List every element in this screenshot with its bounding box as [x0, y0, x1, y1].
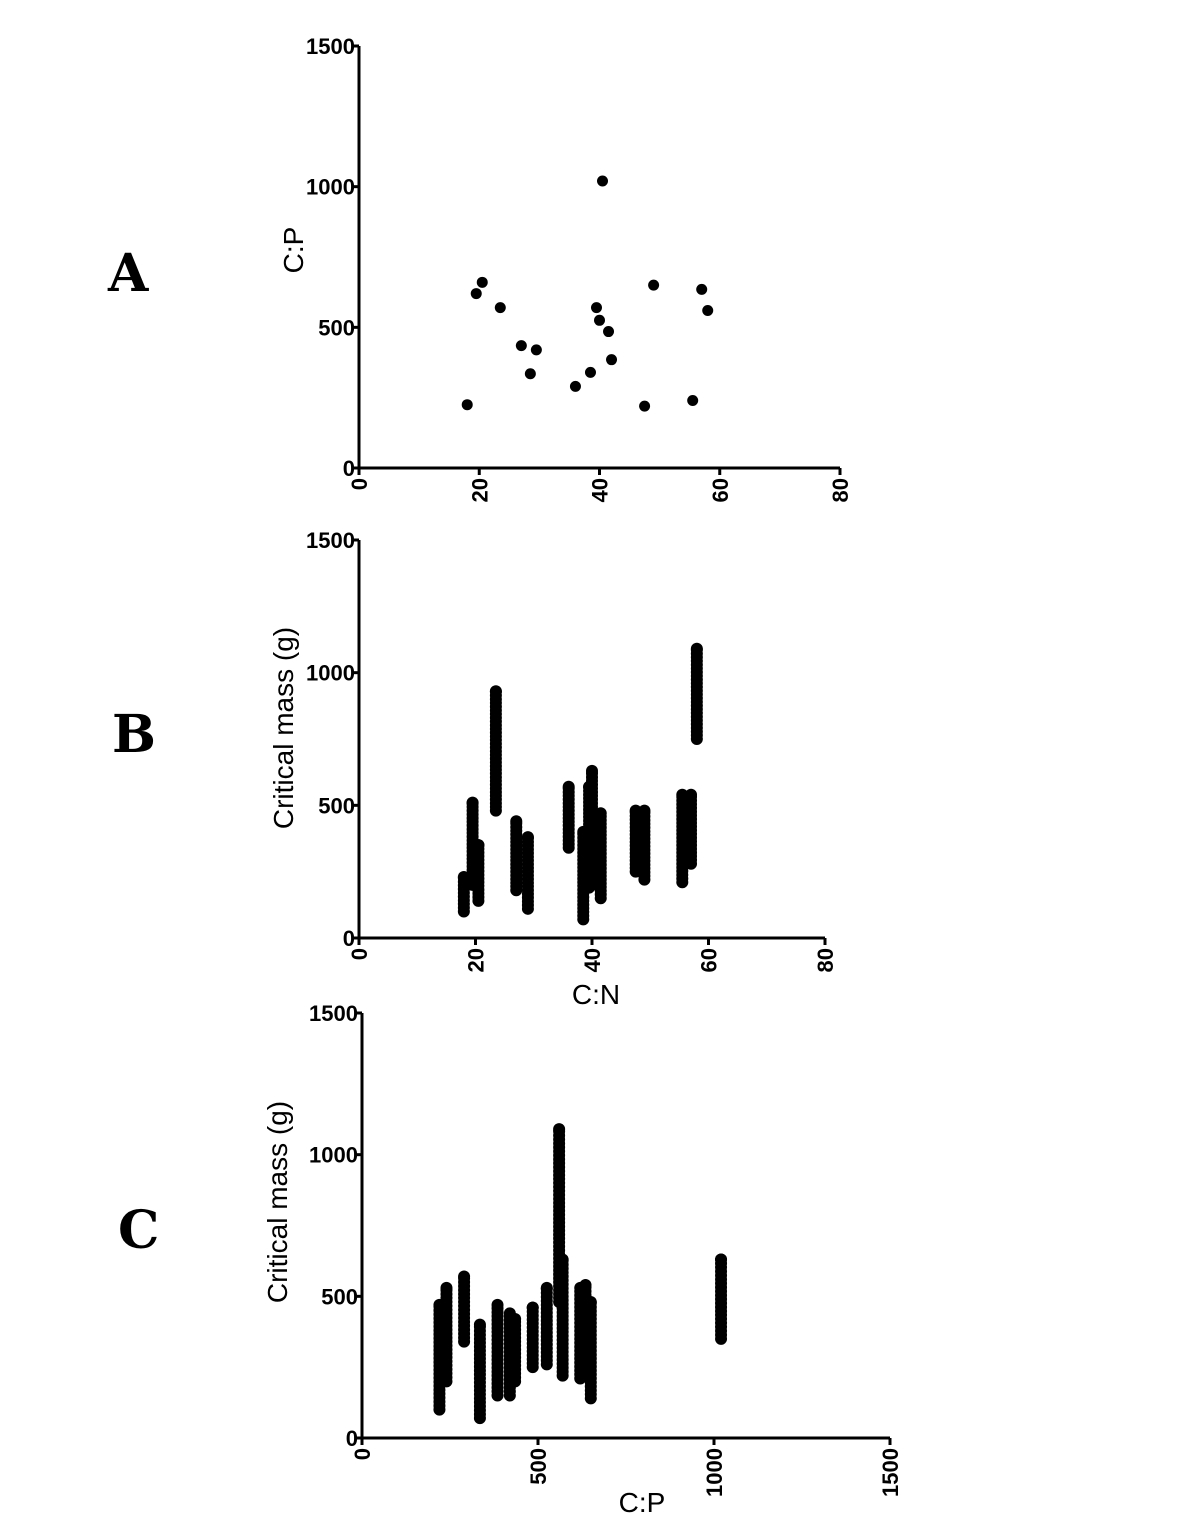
data-point [489, 685, 502, 698]
data-point [603, 326, 615, 338]
x-tick-label: 0 [350, 1448, 375, 1460]
data-point [440, 1281, 453, 1294]
data-point [639, 400, 651, 412]
x-tick-label: 20 [464, 948, 489, 972]
x-tick-label: 500 [526, 1448, 551, 1485]
data-point [526, 1301, 539, 1314]
data-point [494, 302, 506, 314]
x-tick-label: 0 [347, 478, 372, 490]
y-tick-label: 1000 [306, 661, 355, 686]
data-point [553, 1123, 566, 1136]
data-point [473, 1318, 486, 1331]
data-point [638, 804, 651, 817]
x-tick-label: 0 [347, 948, 372, 960]
y-tick-label: 500 [321, 1284, 358, 1309]
data-point [530, 344, 542, 356]
x-tick-label: 20 [467, 478, 492, 502]
panel-letter-c: C [118, 1200, 159, 1261]
data-point [685, 788, 698, 801]
y-tick-label: 0 [346, 1426, 358, 1451]
data-point [584, 366, 596, 378]
data-point [696, 283, 708, 295]
data-point [569, 380, 581, 392]
data-point [524, 368, 536, 380]
data-point [590, 302, 602, 314]
x-tick-label: 60 [708, 478, 733, 502]
data-point [466, 796, 479, 809]
y-axis-title: C:P [278, 227, 309, 274]
data-point [556, 1253, 569, 1266]
y-tick-label: 0 [343, 456, 355, 481]
data-point [562, 780, 575, 793]
data-point [461, 399, 473, 411]
y-tick-label: 1000 [306, 175, 355, 200]
data-point [491, 1298, 504, 1311]
data-point [540, 1281, 553, 1294]
data-point [594, 807, 607, 820]
x-tick-label: 40 [580, 948, 605, 972]
y-tick-label: 0 [343, 926, 355, 951]
x-tick-label: 60 [697, 948, 722, 972]
data-point [510, 815, 523, 828]
data-point [687, 394, 699, 406]
x-tick-label: 80 [813, 948, 838, 972]
data-point [458, 1270, 471, 1283]
y-tick-label: 1000 [309, 1143, 358, 1168]
y-tick-label: 1500 [309, 1001, 358, 1026]
y-tick-label: 1500 [306, 528, 355, 553]
data-point [690, 642, 703, 655]
data-point [584, 1296, 597, 1308]
panel-letter-b: B [112, 704, 156, 765]
data-point [702, 304, 714, 316]
data-point [597, 175, 609, 187]
data-point [579, 1279, 592, 1291]
y-axis-title: Critical mass (g) [262, 1101, 293, 1303]
x-tick-label: 1500 [878, 1448, 903, 1497]
chart-c: 0 500 1000 1500 0 500 1000 1500 Critical mass (g… [262, 1001, 903, 1518]
panel-letter-a: A [107, 243, 149, 304]
data-point [521, 831, 534, 844]
data-point [515, 340, 527, 352]
chart-a: 0 500 1000 1500 0 20 40 60 80 C:P [278, 34, 853, 502]
y-tick-label: 1500 [306, 34, 355, 59]
data-point [648, 279, 660, 291]
data-point [606, 354, 618, 366]
data-point [472, 839, 485, 852]
x-tick-label: 1000 [702, 1448, 727, 1497]
x-tick-label: 80 [828, 478, 853, 502]
data-point [594, 314, 605, 326]
data-point [476, 276, 488, 288]
x-axis-title: C:P [619, 1487, 666, 1518]
data-point [509, 1313, 522, 1325]
y-axis-title: Critical mass (g) [268, 627, 299, 829]
x-tick-label: 40 [588, 478, 613, 502]
data-point [715, 1253, 728, 1266]
chart-b: 0 500 1000 1500 0 20 40 60 80 Critical mass (g) C:… [268, 528, 838, 1010]
x-axis-title: C:N [572, 979, 620, 1010]
y-tick-label: 500 [318, 315, 355, 340]
data-point [470, 288, 482, 300]
data-point [586, 764, 598, 777]
y-tick-label: 500 [318, 793, 355, 818]
